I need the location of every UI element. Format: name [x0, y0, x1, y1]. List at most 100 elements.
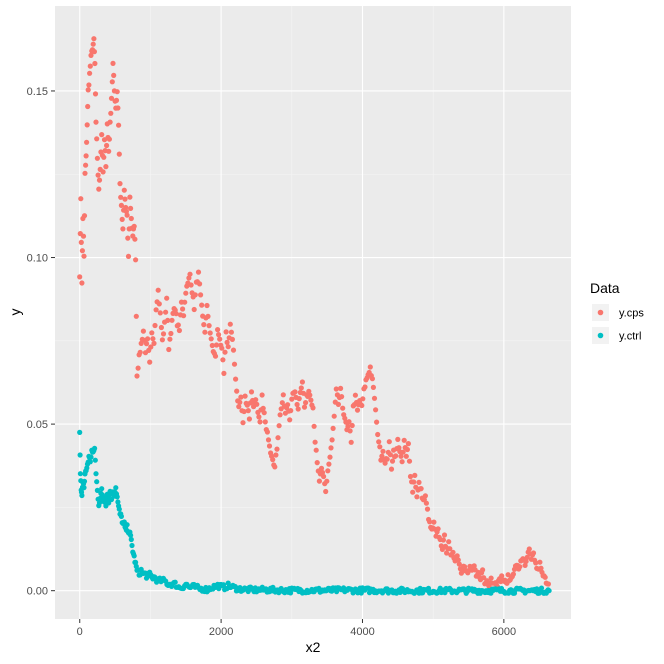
data-point	[103, 164, 109, 170]
data-point	[115, 105, 121, 111]
x-tick-label: 0	[77, 626, 83, 638]
data-point	[83, 162, 89, 168]
data-point	[398, 453, 404, 459]
data-point	[77, 452, 83, 458]
data-point	[195, 269, 202, 275]
data-point	[524, 554, 530, 561]
data-point	[197, 281, 203, 287]
data-point	[275, 435, 281, 441]
data-point	[77, 429, 83, 435]
data-point	[156, 301, 162, 307]
data-point	[314, 460, 320, 466]
data-point	[335, 401, 341, 407]
data-point	[237, 399, 243, 405]
data-point	[321, 473, 327, 480]
data-point	[78, 196, 84, 202]
data-point	[412, 472, 418, 478]
data-point	[228, 329, 234, 335]
data-point	[133, 313, 139, 319]
data-point	[84, 139, 90, 145]
data-point	[359, 402, 365, 409]
data-point	[77, 471, 83, 477]
y-tick-label: 0.15	[27, 86, 48, 98]
data-point	[387, 452, 393, 458]
data-point	[538, 585, 545, 591]
data-point	[227, 321, 233, 327]
data-point	[101, 154, 107, 160]
data-point	[333, 386, 339, 392]
data-point	[151, 340, 157, 346]
data-point	[131, 553, 137, 559]
data-point	[86, 82, 92, 88]
data-point	[128, 215, 134, 222]
data-point	[220, 582, 227, 588]
data-point	[81, 478, 88, 484]
data-point	[454, 553, 460, 559]
data-point	[312, 439, 318, 445]
data-point	[114, 89, 120, 95]
data-point	[125, 235, 131, 241]
data-point	[262, 419, 268, 425]
data-point	[277, 412, 283, 418]
data-point	[128, 205, 134, 211]
data-point	[92, 60, 98, 67]
data-point	[96, 186, 102, 192]
data-point	[410, 489, 416, 495]
data-point	[422, 493, 428, 499]
data-point	[135, 365, 141, 371]
data-point	[542, 574, 548, 580]
data-point	[91, 36, 97, 42]
data-point	[113, 97, 120, 103]
data-point	[114, 494, 120, 500]
data-point	[116, 506, 122, 512]
data-point	[259, 392, 265, 398]
data-point	[523, 558, 529, 565]
data-point	[380, 448, 386, 454]
data-point	[229, 336, 235, 342]
data-point	[83, 153, 89, 159]
data-point	[215, 327, 221, 333]
data-point	[216, 586, 222, 592]
data-point	[455, 557, 461, 563]
data-point	[234, 388, 240, 394]
data-point	[510, 571, 516, 577]
data-point	[526, 546, 532, 552]
data-point	[346, 419, 352, 425]
legend-label: y.ctrl	[619, 331, 641, 343]
data-point	[122, 196, 128, 202]
data-point	[246, 416, 252, 422]
data-point	[116, 122, 122, 128]
data-point	[299, 379, 305, 385]
data-point	[106, 148, 112, 154]
data-point	[99, 132, 105, 138]
data-point	[411, 479, 417, 485]
data-point	[324, 478, 330, 484]
data-point	[132, 236, 138, 242]
data-point	[150, 336, 156, 342]
data-point	[367, 364, 373, 370]
legend: Data y.cps y.ctrl	[590, 280, 644, 344]
data-point	[94, 479, 100, 485]
data-point	[116, 151, 122, 157]
data-point	[370, 384, 376, 390]
data-point	[338, 385, 344, 391]
data-point	[261, 410, 267, 416]
data-point	[339, 394, 345, 400]
data-point	[88, 52, 94, 59]
data-point	[123, 204, 129, 211]
data-point	[164, 295, 170, 301]
data-point	[447, 546, 453, 552]
data-point	[81, 213, 88, 219]
data-point	[401, 437, 407, 443]
data-point	[145, 336, 151, 342]
data-point	[225, 344, 231, 350]
x-tick-label: 4000	[350, 626, 374, 638]
data-point	[418, 486, 424, 492]
data-point	[349, 422, 355, 429]
data-point	[93, 119, 99, 125]
data-point	[181, 313, 187, 319]
data-point	[85, 103, 91, 110]
data-point	[354, 407, 361, 413]
